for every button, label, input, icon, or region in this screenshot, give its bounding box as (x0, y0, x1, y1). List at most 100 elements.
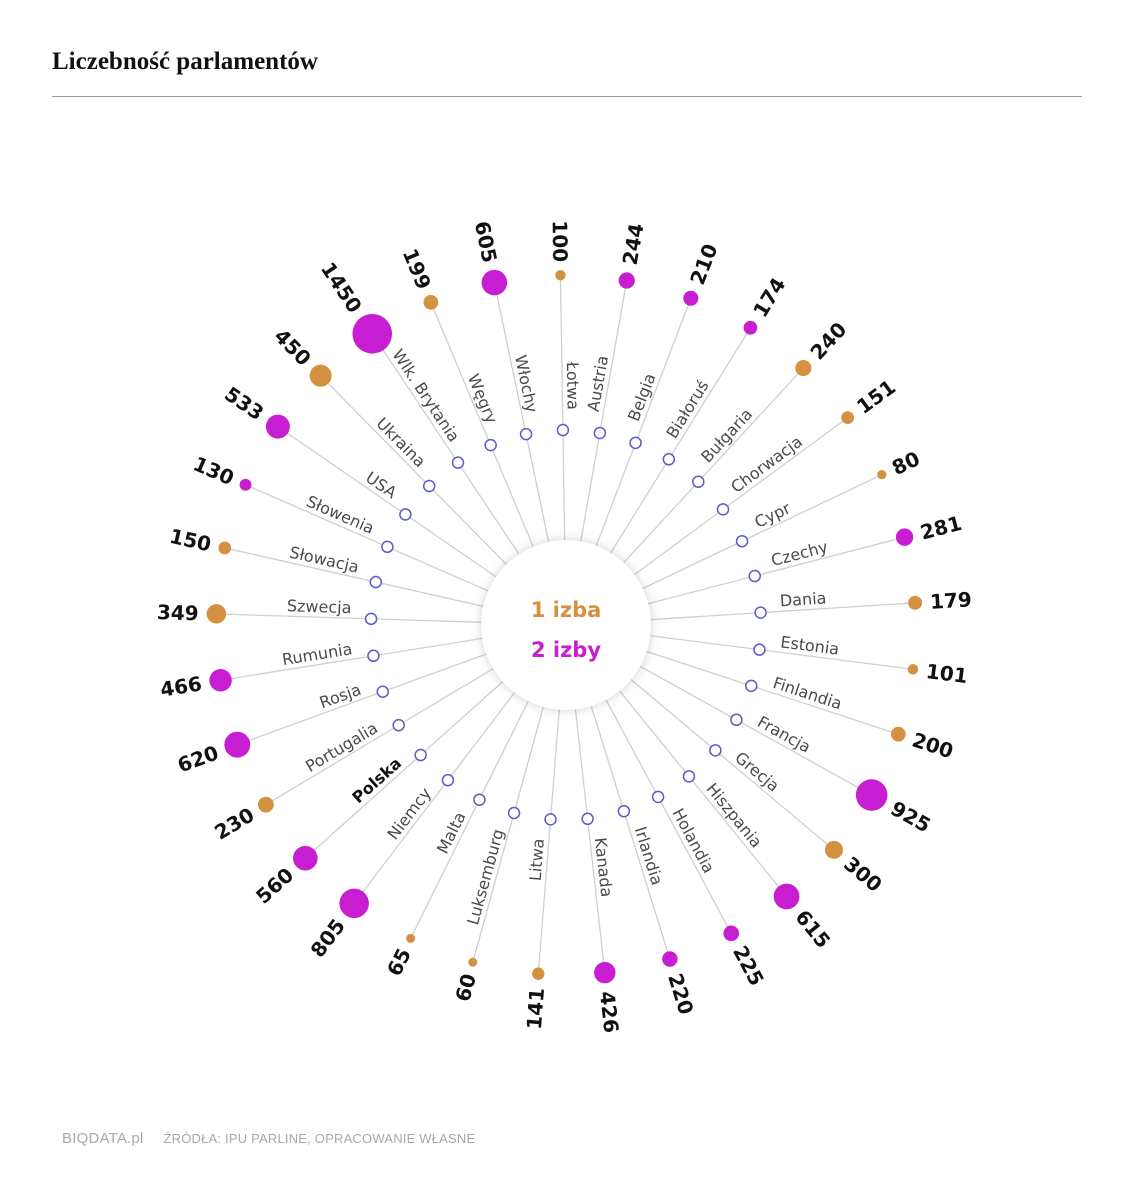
country-label-polska: Polska (348, 753, 405, 807)
bubble-wlochy (481, 269, 508, 296)
spoke-malta (410, 696, 532, 939)
country-label-lotwa: Łotwa (563, 361, 583, 410)
spoke-polska (304, 677, 507, 859)
chart-title: Liczebność parlamentów (52, 48, 318, 75)
value-label-szwecja: 349 (157, 600, 199, 625)
bubble-czechy (895, 528, 914, 546)
spoke-rumunia (220, 636, 488, 681)
spoke-hiszpania (615, 686, 788, 897)
spoke-wlochy (493, 282, 551, 547)
ring-marker-ukraina (422, 479, 436, 493)
spoke-slowenia (245, 484, 493, 594)
bubble-luksemburg (468, 957, 478, 967)
country-label-austria: Austria (584, 354, 613, 413)
bubble-lotwa (555, 270, 566, 281)
ring-marker-holandia (651, 790, 665, 804)
value-label-slowacja: 150 (167, 524, 213, 557)
bubble-estonia (907, 664, 919, 675)
bubble-polska (293, 845, 318, 871)
value-label-ukraina: 450 (269, 324, 315, 371)
value-label-slowenia: 130 (190, 451, 238, 490)
spoke-francja (635, 663, 872, 796)
bubble-dania (908, 595, 923, 610)
value-label-luksemburg: 60 (450, 971, 481, 1004)
bubble-austria (618, 272, 635, 289)
value-label-wlk-brytania: 1450 (316, 258, 367, 318)
value-label-polska: 560 (251, 863, 298, 909)
spoke-belgia (593, 298, 692, 551)
country-label-finlandia: Finlandia (771, 673, 845, 713)
ring-marker-szwecja (364, 612, 378, 626)
country-label-belgia: Belgia (624, 371, 659, 424)
spoke-bulgaria (619, 367, 804, 567)
spoke-kanada (574, 704, 606, 973)
bubble-litwa (532, 967, 545, 980)
country-label-bulgaria: Bułgaria (697, 405, 756, 467)
ring-marker-malta (473, 793, 486, 806)
value-label-czechy: 281 (918, 511, 964, 545)
bubble-wegry (423, 295, 439, 310)
bubble-rosja (224, 731, 251, 758)
bubble-grecja (824, 840, 843, 859)
value-label-holandia: 225 (728, 942, 769, 990)
bubble-slowacja (218, 541, 232, 555)
ring-marker-finlandia (745, 679, 758, 693)
country-label-holandia: Holandia (668, 805, 718, 876)
value-label-francja: 925 (887, 796, 935, 837)
value-label-belgia: 210 (685, 240, 722, 288)
bubble-francja (855, 779, 888, 811)
value-label-bialorus: 174 (748, 273, 790, 321)
country-label-niemcy: Niemcy (383, 784, 435, 843)
ring-marker-czechy (748, 569, 761, 583)
country-label-irlandia: Irlandia (631, 824, 667, 887)
value-label-malta: 65 (382, 944, 416, 980)
ring-marker-luksemburg (507, 806, 521, 820)
footer: BIQDATA.pl ŹRÓDŁA: IPU PARLINE, OPRACOWA… (62, 1130, 475, 1147)
value-label-chorwacja: 151 (852, 375, 900, 419)
ring-marker-rosja (376, 685, 390, 698)
bubble-holandia (723, 925, 740, 942)
center-legend: 1 izba 2 izby (481, 540, 651, 710)
spoke-portugalia (265, 665, 498, 806)
ring-marker-wegry (484, 438, 497, 452)
country-label-ukraina: Ukraina (373, 414, 430, 471)
country-label-dania: Dania (779, 588, 827, 610)
value-label-wlochy: 605 (470, 219, 502, 265)
spoke-estonia (645, 634, 914, 670)
bubble-szwecja (206, 604, 227, 624)
country-label-litwa: Litwa (526, 838, 548, 882)
bubble-chorwacja (841, 411, 855, 424)
spoke-finlandia (641, 649, 899, 735)
spoke-holandia (603, 695, 732, 934)
country-label-luksemburg: Luksemburg (463, 827, 508, 927)
spoke-usa (277, 426, 501, 581)
value-label-dania: 179 (929, 587, 972, 614)
bubble-wlk-brytania (352, 313, 393, 354)
legend-two-chambers: 2 izby (531, 638, 601, 662)
ring-marker-grecja (709, 744, 722, 757)
value-label-rosja: 620 (174, 741, 221, 778)
value-label-kanada: 426 (595, 990, 623, 1034)
value-label-litwa: 141 (522, 987, 549, 1031)
value-label-finlandia: 200 (909, 728, 956, 764)
ring-marker-francja (730, 713, 743, 727)
value-label-estonia: 101 (925, 659, 969, 688)
title-divider (52, 96, 1082, 97)
bubble-niemcy (339, 888, 369, 919)
country-label-slowacja: Słowacja (288, 543, 361, 577)
ring-marker-portugalia (392, 718, 405, 732)
country-label-portugalia: Portugalia (302, 718, 381, 776)
spoke-irlandia (589, 701, 671, 960)
ring-marker-polska (414, 748, 427, 762)
spoke-wegry (430, 302, 536, 552)
spoke-ukraina (320, 375, 511, 569)
spokes-layer (206, 269, 923, 984)
country-label-bialorus: Białoruś (662, 377, 712, 442)
bubble-malta (406, 933, 416, 943)
ring-marker-cypr (735, 534, 749, 548)
country-label-malta: Malta (433, 809, 470, 857)
ring-marker-niemcy (441, 773, 455, 787)
center-circle (481, 540, 651, 710)
bubble-slowenia (239, 478, 252, 491)
ring-marker-lotwa (556, 423, 570, 437)
